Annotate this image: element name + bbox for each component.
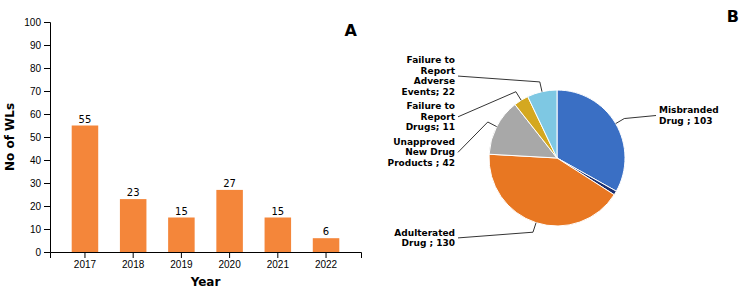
data-label: 6 xyxy=(323,226,329,237)
tick-label: 2022 xyxy=(315,259,338,270)
tick-mark xyxy=(44,114,50,115)
slice-label: MisbrandedDrug ; 103 xyxy=(659,105,719,126)
tick-mark xyxy=(181,252,182,258)
tick-mark xyxy=(229,252,230,258)
data-labels: 55 23 15 27 15 6 xyxy=(79,114,330,238)
tick-label: 70 xyxy=(30,86,42,97)
tick: 2017 xyxy=(74,252,97,270)
x-axis: 2017 2018 2019 2020 2021 2022 xyxy=(51,252,362,270)
slice xyxy=(489,154,614,226)
data-label: 23 xyxy=(127,187,140,198)
tick-label: 2019 xyxy=(170,259,193,270)
bar-panel: 55 23 15 27 15 6 2017 2018 2019 2020 2021 2022 0 10 20… xyxy=(3,17,362,289)
y-axis: 0 10 20 30 40 50 60 70 80 90 100 xyxy=(24,17,50,258)
tick-label: 60 xyxy=(30,109,42,120)
leader-line xyxy=(616,116,656,124)
slices xyxy=(489,90,625,226)
tick: 2018 xyxy=(122,252,145,270)
tick-label: 2017 xyxy=(74,259,97,270)
slice xyxy=(528,90,557,158)
tick-mark xyxy=(44,22,50,23)
tick: 100 xyxy=(24,17,50,28)
bar xyxy=(72,126,99,253)
tick-mark xyxy=(44,160,50,161)
slice-label: AdulteratedDrug ; 130 xyxy=(394,228,455,249)
axis-line xyxy=(44,23,51,253)
bar xyxy=(168,218,195,253)
data-label: 15 xyxy=(271,206,284,217)
leader-line xyxy=(458,223,536,238)
panel-title: A xyxy=(345,21,358,40)
tick-mark xyxy=(44,68,50,69)
bar xyxy=(216,190,243,252)
tick-mark xyxy=(133,252,134,258)
bar xyxy=(120,199,147,252)
pie-panel: MisbrandedDrug ; 103 AdulteratedDrug ; 13… xyxy=(388,7,739,248)
leader-line xyxy=(458,92,521,117)
x-axis-title: Year xyxy=(190,275,221,289)
bar xyxy=(265,218,292,253)
tick-label: 30 xyxy=(30,178,42,189)
slice-label: UnapprovedNew DrugProducts ; 42 xyxy=(388,137,455,168)
tick-mark xyxy=(44,91,50,92)
data-label: 55 xyxy=(79,114,92,125)
tick-mark xyxy=(44,45,50,46)
data-label: 27 xyxy=(223,178,236,189)
chart-canvas: 55 23 15 27 15 6 2017 2018 2019 2020 2021 2022 0 10 20… xyxy=(0,0,749,294)
tick-mark xyxy=(44,137,50,138)
leader-line xyxy=(458,76,542,92)
tick: 90 xyxy=(30,40,50,51)
leader-line xyxy=(458,122,497,152)
tick-label: 100 xyxy=(24,17,41,28)
tick-mark xyxy=(326,252,327,258)
tick-label: 20 xyxy=(30,201,42,212)
tick: 10 xyxy=(30,224,50,235)
tick-label: 2020 xyxy=(218,259,241,270)
bar xyxy=(313,238,340,252)
tick: 2021 xyxy=(267,252,290,270)
tick-label: 90 xyxy=(30,40,42,51)
tick-label: 0 xyxy=(35,247,41,258)
slice-label: Failure toReportDrugs; 11 xyxy=(406,101,456,132)
tick: 2022 xyxy=(315,252,338,270)
tick-mark xyxy=(44,183,50,184)
tick-label: 2021 xyxy=(267,259,290,270)
tick-mark xyxy=(44,229,50,230)
tick-label: 2018 xyxy=(122,259,145,270)
tick: 70 xyxy=(30,86,50,97)
tick-mark xyxy=(84,252,85,258)
tick: 2020 xyxy=(218,252,241,270)
tick: 2019 xyxy=(170,252,193,270)
data-label: 15 xyxy=(175,206,188,217)
tick: 50 xyxy=(30,132,50,143)
tick-label: 80 xyxy=(30,63,42,74)
tick-label: 50 xyxy=(30,132,42,143)
tick-label: 10 xyxy=(30,224,42,235)
tick: 60 xyxy=(30,109,50,120)
tick: 20 xyxy=(30,201,50,212)
tick-label: 40 xyxy=(30,155,42,166)
axis-line xyxy=(51,253,362,259)
tick: 30 xyxy=(30,178,50,189)
panel-title: B xyxy=(727,7,739,26)
tick-mark xyxy=(44,206,50,207)
y-axis-title: No of WLs xyxy=(3,103,17,171)
slice-label: Failure toReportAdverseEvents; 22 xyxy=(402,55,456,97)
tick: 80 xyxy=(30,63,50,74)
tick: 40 xyxy=(30,155,50,166)
tick: 0 xyxy=(35,247,50,258)
tick-mark xyxy=(44,252,50,253)
tick-mark xyxy=(277,252,278,258)
bars xyxy=(72,126,340,253)
